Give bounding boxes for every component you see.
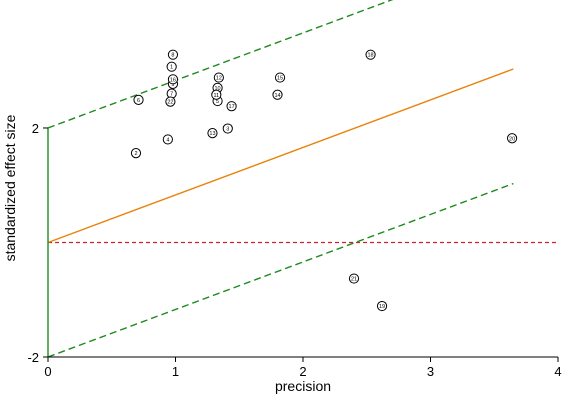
data-point-label: 13	[209, 131, 215, 137]
data-point-label: 7	[170, 92, 173, 98]
data-point-label: 14	[274, 93, 280, 99]
data-point-label: 2	[134, 151, 137, 157]
data-point	[222, 123, 233, 134]
data-point	[162, 134, 173, 145]
data-point	[165, 96, 176, 107]
x-tick-label: 0	[44, 364, 51, 379]
y-tick-label: -2	[27, 350, 39, 365]
x-tick-label: 2	[299, 364, 306, 379]
data-point-label: 16	[170, 77, 176, 83]
data-point-label: 9	[171, 82, 174, 88]
data-point	[376, 300, 388, 312]
data-point-label: 20	[509, 136, 515, 142]
data-point-label: 6	[137, 98, 140, 104]
data-point-label: 8	[171, 53, 174, 59]
data-point-label: 18	[368, 53, 374, 59]
data-point-label: 11	[213, 93, 219, 99]
data-point-label: 19	[379, 304, 385, 310]
data-point	[130, 148, 142, 159]
data-point	[274, 72, 286, 83]
data-point	[226, 101, 237, 112]
data-point	[213, 72, 224, 83]
data-point-label: 4	[166, 137, 169, 143]
data-point-label: 21	[351, 277, 357, 283]
regression-line	[47, 68, 514, 244]
y-tick-label: 2	[32, 121, 39, 136]
data-point	[272, 89, 283, 100]
axes: 0 1 2 3 4 -2 2	[27, 121, 561, 379]
x-axis-title: precision	[275, 378, 331, 394]
data-point	[167, 74, 179, 85]
data-point-label: 3	[226, 127, 229, 133]
data-point	[211, 89, 222, 100]
lower-confidence-line	[47, 182, 514, 358]
data-point-label: 15	[277, 76, 283, 82]
x-tick-label: 3	[427, 364, 434, 379]
plot-area	[47, 0, 558, 358]
upper-confidence-line	[47, 0, 394, 129]
x-tick-label: 4	[554, 364, 561, 379]
data-point	[506, 133, 518, 144]
data-point	[207, 128, 218, 139]
data-point-label: 10	[215, 86, 221, 92]
data-point-label: 22	[167, 100, 173, 106]
data-point	[365, 49, 376, 60]
data-point	[166, 61, 177, 72]
y-axis-title: standardized effect size	[2, 114, 18, 261]
data-point	[348, 273, 360, 284]
data-point	[133, 94, 144, 106]
data-point-label: 12	[216, 76, 222, 82]
data-point	[167, 49, 179, 60]
data-point-label: 5	[216, 99, 219, 105]
data-point-label: 17	[229, 104, 235, 110]
x-tick-label: 1	[172, 364, 179, 379]
data-point-label: 1	[170, 65, 173, 71]
